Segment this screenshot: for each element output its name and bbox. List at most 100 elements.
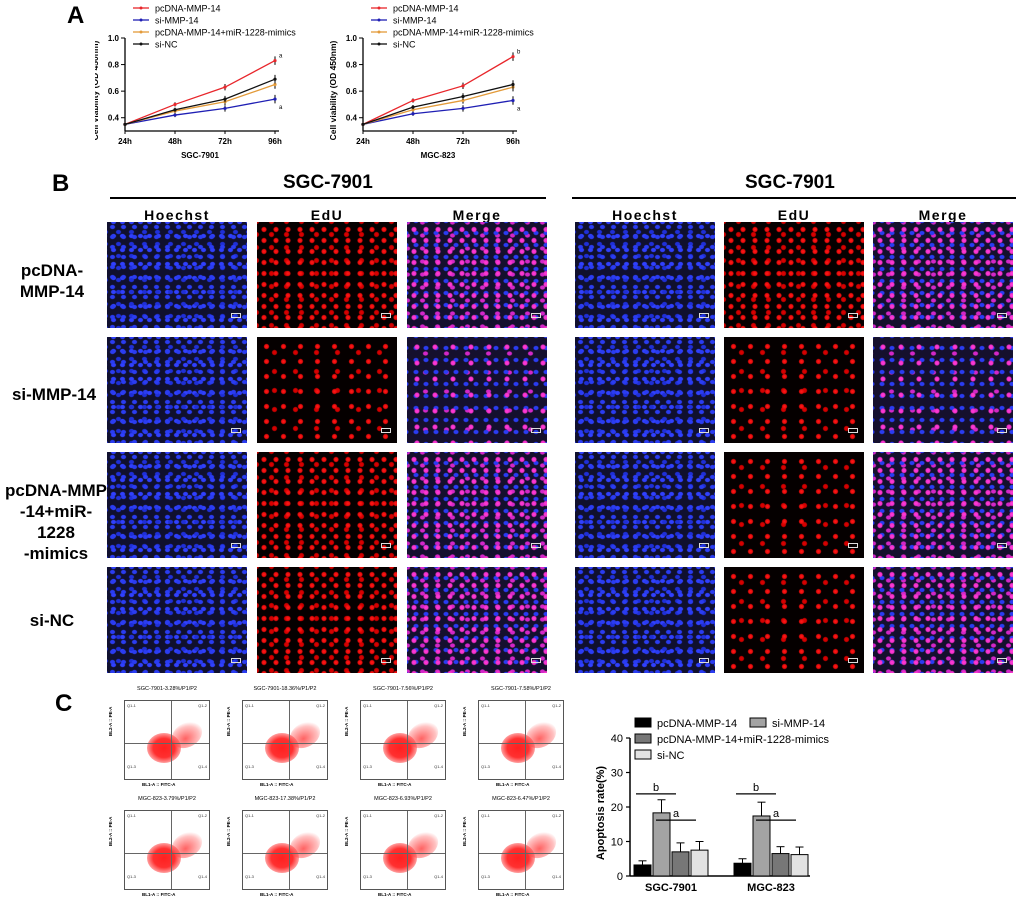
gate-horizontal [125,853,209,854]
gate-horizontal [125,743,209,744]
y-tick-label: 0.4 [346,114,358,123]
micrograph-edu [724,337,864,443]
apoptosis-bar-chart: 0 10 20 30 40 Apoptosis rate(%) SGC-7901 b a MGC-… [595,717,830,894]
legend-label: pcDNA-MMP-14+miR-1228-mimics [155,28,296,38]
quadrant-label: Q1-1 [363,813,372,818]
legend-marker [377,30,381,34]
row-label-si-mmp14: si-MMP-14 [11,385,97,404]
y-tick-label: 20 [611,802,623,814]
data-point [173,113,177,117]
data-point [511,98,515,103]
bar [771,853,790,877]
flow-plot-title: SGC-7901-7.58%/P1/P2 [491,686,551,692]
data-point [511,55,515,59]
flow-plot-frame: Q1-1 Q1-2 Q1-3 Q1-4 [124,810,210,890]
micrograph-hoechst [107,452,247,558]
legend-label: pcDNA-MMP-14 [393,4,459,14]
series-line [362,56,514,125]
gate-horizontal [361,743,445,744]
legend-label: si-MMP-14 [772,718,825,730]
flow-y-label: BL2-A :: PE-A [108,706,113,736]
panel-b-letter: B [52,170,70,197]
micrograph-hoechst [575,337,715,443]
x-tick-label: SGC-7901 [645,882,697,894]
legend-swatch [749,717,767,728]
y-tick-label: 0.6 [346,87,358,96]
micrograph-merge [873,452,1013,558]
legend-label: si-NC [657,750,685,762]
legend-label: pcDNA-MMP-14+miR-1228-mimics [393,28,534,38]
gate-vertical [525,701,526,779]
quadrant-label: Q1-3 [245,874,254,879]
data-point [461,106,465,111]
quadrant-label: Q1-3 [481,874,490,879]
micrograph-merge [407,222,547,328]
gate-horizontal [479,743,563,744]
flow-plot: SGC-7901-7.56%/P1/P2 Q1-1 Q1-2 Q1-3 Q1-4 BL1-… [344,686,446,790]
series-line [362,99,514,125]
flow-plot: MGC-823-6.93%/P1/P2 Q1-1 Q1-2 Q1-3 Q1-4 BL1-A… [344,796,446,900]
series-line [124,78,276,125]
micrograph-hoechst [575,452,715,558]
legend-label: pcDNA-MMP-14 [155,4,221,14]
x-tick-label: 24h [356,137,370,146]
flow-plot-title: MGC-823-3.79%/P1/P2 [138,796,196,802]
quadrant-label: Q1-4 [434,764,443,769]
quadrant-label: Q1-4 [552,874,561,879]
legend-label: pcDNA-MMP-14 [657,718,737,730]
gate-horizontal [243,853,327,854]
data-point [173,102,177,107]
col-header-hoechst-left: Hoechst [144,207,210,223]
series-line [362,86,514,125]
flow-plot: MGC-823-3.79%/P1/P2 Q1-1 Q1-2 Q1-3 Q1-4 BL1-A… [108,796,210,900]
flow-x-label: BL1-A :: FITC-A [142,892,176,897]
col-header-edu-left: EdU [310,207,344,223]
legend-marker [377,18,381,22]
x-tick-label: 48h [168,137,182,146]
row-label-si-nc: si-NC [29,611,75,630]
gate-vertical [171,701,172,779]
significance-mark: b [517,50,521,56]
flow-y-label: BL2-A :: PE-A [344,706,349,736]
data-point [411,112,415,116]
quadrant-label: Q1-4 [198,874,207,879]
quadrant-label: Q1-2 [434,703,443,708]
col-header-edu-right: EdU [777,207,811,223]
y-tick-label: 30 [611,768,623,780]
significance-mark: a [279,54,283,60]
quadrant-label: Q1-3 [363,764,372,769]
row-label-pcdna: pcDNA- MMP-14 [19,261,85,301]
quadrant-label: Q1-2 [316,813,325,818]
significance-mark: b [753,782,759,794]
flow-plot-frame: Q1-1 Q1-2 Q1-3 Q1-4 [124,700,210,780]
legend-label: si-MMP-14 [155,16,199,26]
col-header-merge-left: Merge [452,207,502,223]
quadrant-label: Q1-3 [127,874,136,879]
flow-plot-frame: Q1-1 Q1-2 Q1-3 Q1-4 [242,700,328,780]
bar [652,812,671,877]
micrograph-edu [257,567,397,673]
data-point [123,122,127,126]
data-point [361,122,365,126]
data-point [461,98,465,103]
flow-plot: SGC-7901-7.58%/P1/P2 Q1-1 Q1-2 Q1-3 Q1-4 BL1-… [462,686,564,790]
gate-horizontal [479,853,563,854]
y-axis-label: Cell viability (OD 450nm) [330,40,338,140]
legend-swatch [634,733,652,744]
x-axis-label: MGC-823 [421,151,456,160]
x-tick-label: 24h [118,137,132,146]
gate-vertical [289,811,290,889]
significance-mark: a [673,808,680,820]
data-point [461,94,465,99]
micrograph-hoechst [575,222,715,328]
legend-marker [139,6,143,10]
row-label-mimics: pcDNA-MMP -14+miR-1228 -mimics [5,481,107,563]
flow-plot: SGC-7901-3.28%/P1/P2 Q1-1 Q1-2 Q1-3 Q1-4 BL1-… [108,686,210,790]
data-point [273,77,277,81]
gate-horizontal [243,743,327,744]
panel-c-letter: C [55,690,73,717]
legend-label: si-NC [155,40,178,50]
flow-plot-title: SGC-7901-7.56%/P1/P2 [373,686,433,692]
quadrant-label: Q1-1 [245,813,254,818]
quadrant-label: Q1-1 [127,813,136,818]
